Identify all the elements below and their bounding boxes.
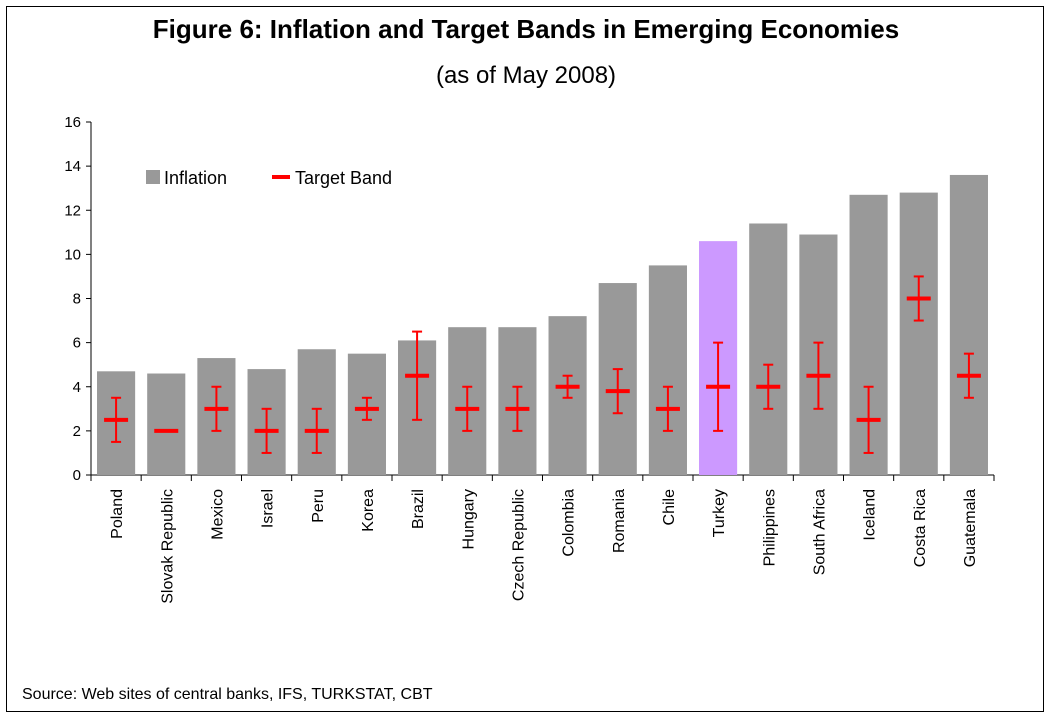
x-category-label: South Africa (811, 489, 828, 575)
target-band-turkey (706, 341, 731, 432)
x-category-label: Slovak Republic (159, 489, 176, 604)
target-band-czech-republic (505, 385, 530, 432)
bar-inflation-costa-rica (899, 192, 938, 475)
target-band-israel (254, 407, 279, 454)
y-tick-label: 10 (64, 246, 81, 263)
target-band-south-africa (806, 341, 831, 410)
target-band-guatemala (956, 352, 981, 399)
x-category-label: Israel (260, 489, 277, 528)
x-category-label: Korea (360, 489, 377, 532)
y-tick-label: 12 (64, 202, 81, 219)
y-tick-label: 6 (73, 335, 81, 352)
target-band-mexico (204, 385, 229, 432)
x-category-label: Mexico (209, 489, 226, 540)
y-tick-label: 16 (64, 114, 81, 131)
x-category-label: Romania (611, 489, 628, 553)
x-category-label: Iceland (862, 489, 879, 541)
x-category-label: Brazil (410, 489, 427, 529)
y-tick-label: 2 (73, 423, 81, 440)
target-band-poland (104, 396, 129, 443)
y-tick-label: 0 (73, 467, 81, 484)
bar-inflation-chile (648, 265, 687, 475)
legend-label-target-band: Target Band (295, 168, 392, 188)
bar-inflation-philippines (749, 223, 788, 475)
source-note: Source: Web sites of central banks, IFS,… (22, 686, 433, 703)
target-band-philippines (756, 363, 781, 410)
x-category-label: Turkey (711, 489, 728, 537)
chart-title: Figure 6: Inflation and Target Bands in … (152, 14, 900, 44)
bar-inflation-guatemala (949, 174, 988, 475)
x-category-label: Peru (310, 489, 327, 523)
y-tick-label: 14 (64, 158, 81, 175)
legend-label-inflation: Inflation (164, 168, 227, 188)
legend-swatch-inflation (146, 170, 160, 184)
y-tick-label: 8 (73, 291, 81, 308)
target-band-peru (304, 407, 329, 454)
x-category-label: Colombia (561, 489, 578, 557)
x-category-label: Chile (661, 489, 678, 526)
target-band-hungary (455, 385, 480, 432)
y-tick-label: 4 (73, 379, 81, 396)
x-category-label: Czech Republic (510, 489, 527, 601)
x-category-label: Costa Rica (912, 489, 929, 567)
target-band-chile (655, 385, 680, 432)
target-band-romania (605, 368, 630, 415)
target-band-brazil (405, 330, 430, 421)
target-band-costa-rica (906, 275, 931, 322)
x-category-label: Guatemala (962, 489, 979, 567)
target-band-colombia (555, 374, 580, 399)
target-band-iceland (856, 385, 881, 454)
x-category-label: Poland (109, 489, 126, 539)
x-category-label: Philippines (761, 489, 778, 566)
chart-subtitle: (as of May 2008) (435, 62, 617, 89)
target-band-korea (354, 396, 379, 421)
bar-inflation-slovak-republic (147, 373, 186, 475)
x-category-label: Hungary (460, 489, 477, 549)
